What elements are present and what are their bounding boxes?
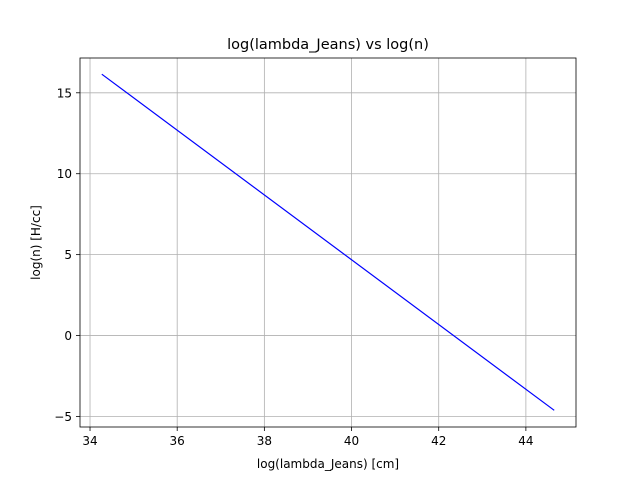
grid [80,58,576,427]
series-layer [101,73,555,411]
x-tick-label: 34 [82,434,97,448]
x-tick-label: 38 [257,434,272,448]
y-axis-title: log(n) [H/cc] [29,205,43,280]
y-tick-label: −5 [54,410,72,424]
x-tick-label: 36 [170,434,185,448]
x-tick-label: 40 [344,434,359,448]
series-line-0 [101,73,555,411]
y-tick-label: 0 [64,329,72,343]
y-tick-label: 15 [57,86,72,100]
plot-frame [79,57,577,428]
y-tick-label: 10 [57,167,72,181]
x-tick-label: 42 [431,434,446,448]
y-axis: −5 0 5 10 15 [54,86,80,424]
x-axis-title: log(lambda_Jeans) [cm] [257,457,399,471]
x-axis: 34 36 38 40 42 44 [82,427,534,448]
chart-title: log(lambda_Jeans) vs log(n) [227,37,429,53]
y-tick-label: 5 [64,248,72,262]
x-tick-label: 44 [518,434,533,448]
